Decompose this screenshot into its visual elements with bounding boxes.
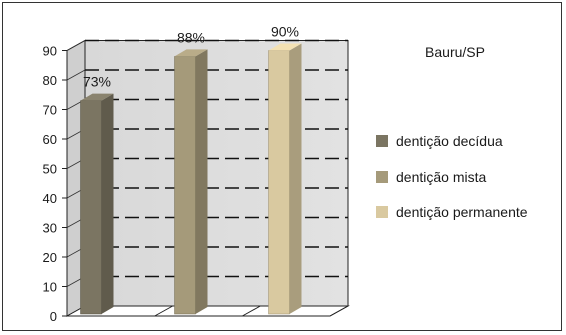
bar-side — [101, 93, 114, 315]
legend-item: dentição mista — [376, 169, 486, 185]
legend-item: dentição decídua — [376, 133, 503, 149]
y-tick-label: 70 — [43, 103, 57, 118]
y-tick-label: 0 — [50, 309, 57, 324]
floor-separator — [154, 305, 173, 317]
plot-back-wall — [84, 40, 349, 307]
y-tick-label: 10 — [43, 280, 57, 295]
y-tick-label: 50 — [43, 162, 57, 177]
legend-swatch — [376, 171, 388, 183]
y-tick-label: 30 — [43, 221, 57, 236]
gridline-side — [66, 69, 86, 81]
bar-side — [289, 43, 302, 314]
bar — [174, 49, 208, 315]
bar — [80, 93, 114, 315]
bar-front — [80, 100, 102, 315]
y-tick-label: 40 — [43, 191, 57, 206]
data-label: 90% — [271, 24, 299, 40]
bar-top — [268, 43, 302, 51]
legend-swatch — [376, 206, 388, 218]
legend-label: dentição mista — [396, 169, 486, 185]
bar — [268, 43, 302, 315]
bar-side — [195, 49, 208, 315]
legend-swatch — [376, 135, 388, 147]
floor-separator — [329, 305, 349, 317]
bar-front — [174, 56, 196, 315]
floor-separator — [242, 305, 261, 317]
bar-front — [268, 50, 290, 315]
legend-item: dentição permanente — [376, 204, 528, 220]
data-label: 88% — [177, 29, 205, 45]
gridline-side — [66, 40, 86, 51]
data-label: 73% — [83, 74, 111, 90]
bar-top — [80, 93, 114, 101]
legend-label: dentição permanente — [396, 204, 528, 220]
y-tick-label: 90 — [43, 44, 57, 59]
y-tick-label: 20 — [43, 250, 57, 265]
y-tick-label: 80 — [43, 73, 57, 88]
y-tick-label: 60 — [43, 132, 57, 147]
bar-top — [174, 49, 208, 57]
chart-title: Bauru/SP — [425, 44, 485, 60]
legend-label: dentição decídua — [396, 133, 503, 149]
